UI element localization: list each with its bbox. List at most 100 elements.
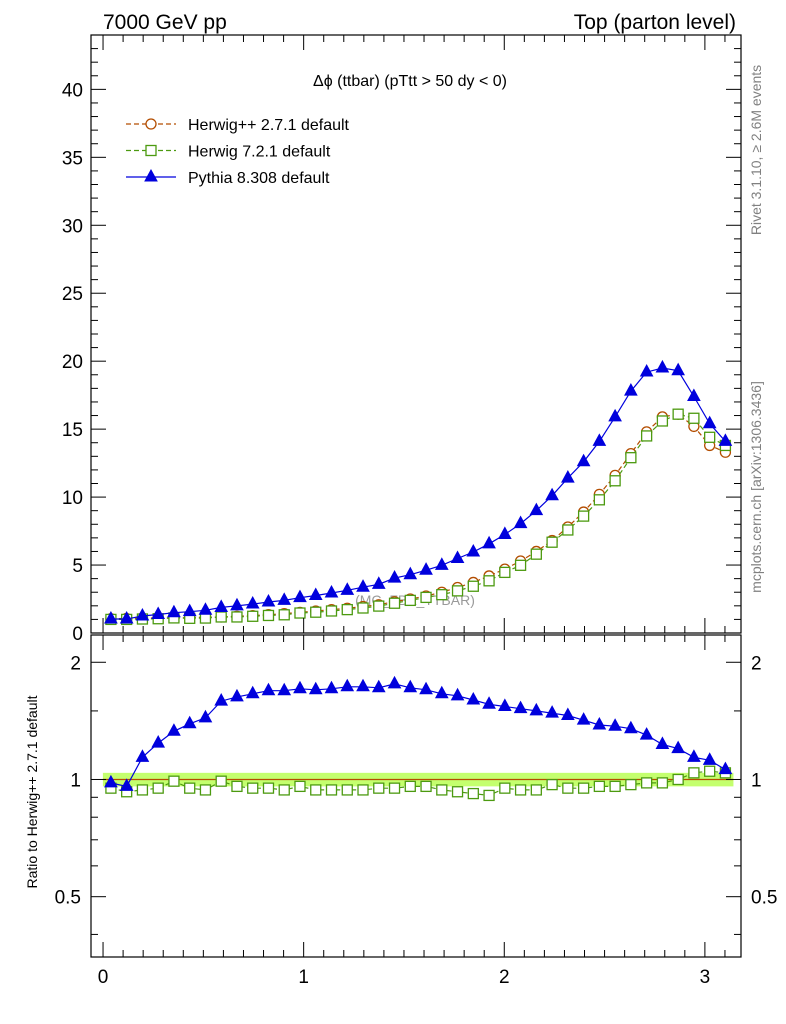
series-line-ratio	[110, 770, 726, 797]
data-point-ratio	[340, 678, 355, 692]
ratio-tick-label-right: 0.5	[751, 888, 777, 909]
data-point-main	[434, 557, 449, 570]
data-point-ratio	[672, 773, 684, 786]
data-point-ratio	[168, 775, 180, 787]
data-point-ratio	[639, 727, 654, 740]
ratio-tick-label-right: 1	[751, 770, 762, 791]
data-point-main	[308, 587, 323, 600]
data-point-ratio	[687, 749, 701, 762]
data-point-ratio	[466, 691, 481, 705]
ratio-tick-label: 2	[70, 653, 81, 674]
data-point-main	[530, 548, 542, 560]
data-point-ratio	[529, 702, 544, 716]
data-point-ratio	[467, 787, 479, 800]
x-axis-ticks: 0 1 2 3	[98, 35, 726, 988]
data-point-main	[403, 566, 418, 580]
legend-marker	[145, 144, 157, 157]
data-point-main	[371, 576, 386, 589]
data-point-main	[482, 535, 496, 549]
data-point-ratio	[450, 687, 465, 701]
data-point-main	[231, 611, 243, 623]
data-point-ratio	[199, 784, 212, 796]
data-point-main	[688, 412, 700, 424]
data-point-ratio	[593, 780, 606, 793]
data-point-main	[671, 362, 685, 376]
data-point-ratio	[530, 784, 542, 796]
data-point-main	[451, 585, 464, 597]
data-point-ratio	[434, 685, 449, 699]
data-point-ratio	[308, 681, 323, 695]
data-point-main	[404, 594, 416, 607]
legend-label: Pythia 8.308 default	[188, 170, 330, 187]
data-point-ratio	[640, 777, 653, 789]
data-point-ratio	[608, 718, 622, 731]
data-point-main	[466, 543, 481, 557]
data-point-ratio	[577, 782, 590, 794]
ratio-frame	[90, 634, 742, 958]
data-point-ratio	[419, 681, 433, 695]
data-point-ratio	[514, 784, 527, 796]
series-line-main	[110, 413, 726, 621]
data-point-ratio	[247, 782, 259, 794]
data-point-ratio	[671, 740, 685, 754]
data-point-ratio	[388, 782, 401, 794]
y-tick-label: 35	[62, 148, 83, 169]
data-point-ratio	[499, 782, 511, 794]
legend: Herwig++ 2.7.1 default Herwig 7.2.1 defau…	[126, 117, 350, 187]
data-point-ratio	[387, 675, 402, 689]
data-point-main	[640, 430, 653, 442]
data-point-ratio	[293, 680, 307, 694]
main-series-layer	[104, 359, 733, 626]
ratio-y-ticks: 0.5 0.5 1 1 2 2	[55, 653, 777, 935]
data-point-main	[639, 364, 654, 377]
legend-marker	[145, 118, 157, 130]
data-point-ratio	[562, 782, 574, 794]
main-frame	[90, 34, 742, 634]
ratio-panel: 0.5 0.5 1 1 2 2 Ratio to Herwig++ 2.7.1 defau…	[24, 634, 777, 958]
data-point-ratio	[609, 780, 621, 793]
data-point-ratio	[262, 782, 275, 794]
data-point-main	[529, 502, 544, 516]
series-line-main	[110, 367, 726, 620]
data-point-main	[655, 359, 670, 373]
data-point-main	[467, 580, 479, 592]
data-point-ratio	[184, 782, 196, 794]
y-tick-label: 5	[72, 556, 83, 577]
data-point-ratio	[104, 774, 118, 788]
data-point-ratio	[325, 784, 338, 796]
x-tick-label: 1	[298, 967, 309, 988]
data-point-main	[499, 566, 511, 579]
series-line-main	[110, 413, 726, 620]
data-point-ratio	[277, 682, 292, 696]
data-point-main	[294, 607, 306, 619]
data-point-ratio	[497, 698, 512, 711]
data-point-ratio	[513, 700, 528, 714]
y-tick-label: 10	[62, 488, 83, 509]
data-point-ratio	[152, 782, 164, 794]
data-point-ratio	[278, 784, 290, 796]
y-tick-label: 15	[62, 420, 83, 441]
data-point-main	[514, 559, 527, 571]
data-point-main	[245, 596, 260, 609]
data-point-main	[310, 606, 322, 618]
data-point-main	[687, 388, 701, 402]
data-point-ratio	[135, 749, 150, 762]
data-point-main	[718, 433, 733, 446]
data-point-main	[135, 607, 150, 621]
ratio-band	[102, 772, 734, 787]
chart-title: Δϕ (ttbar) (pTtt > 50 dy < 0)	[313, 73, 507, 90]
data-point-main	[609, 475, 621, 487]
data-point-ratio	[545, 705, 559, 718]
data-point-main	[420, 591, 432, 604]
data-point-ratio	[182, 715, 197, 729]
data-point-ratio	[546, 778, 558, 791]
data-point-main	[593, 494, 606, 506]
data-point-main	[357, 602, 369, 614]
data-point-main	[340, 582, 355, 595]
data-point-main	[577, 510, 590, 522]
data-point-ratio	[576, 712, 591, 725]
data-point-ratio	[625, 778, 637, 791]
data-point-ratio	[341, 784, 353, 796]
data-point-ratio	[624, 720, 638, 734]
